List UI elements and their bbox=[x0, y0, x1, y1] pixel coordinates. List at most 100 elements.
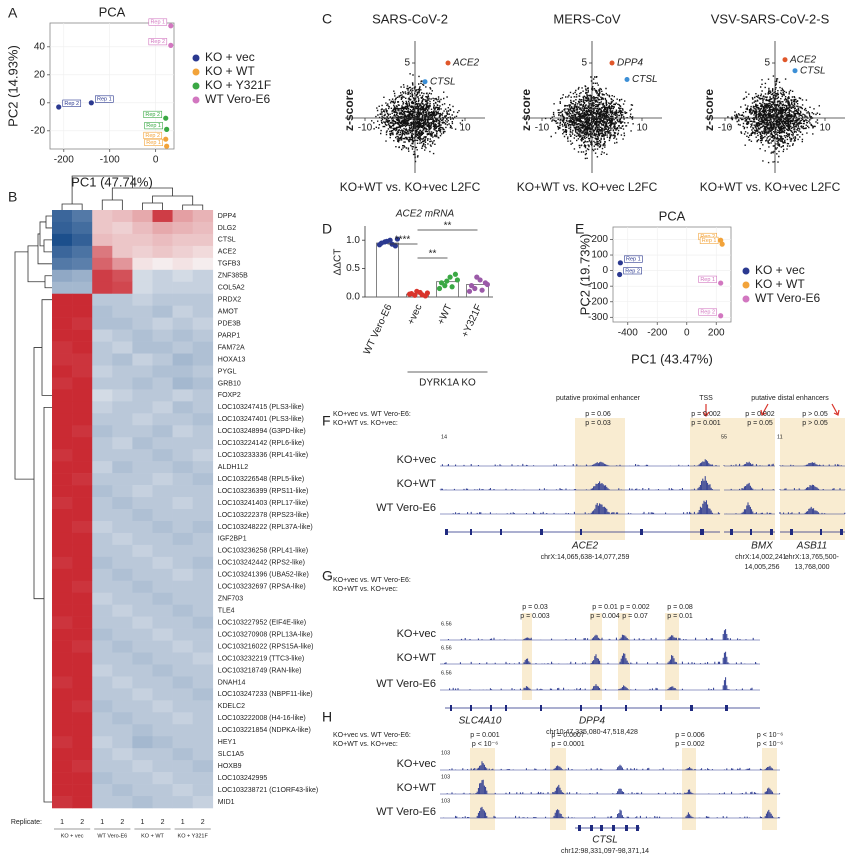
p-value: p = 0.001 bbox=[470, 732, 499, 739]
y-tick-label: -300 bbox=[588, 312, 608, 323]
heatmap-cell bbox=[92, 389, 113, 402]
comparison-label: KO+WT vs. KO+vec: bbox=[333, 586, 398, 593]
heatmap-cell bbox=[172, 748, 193, 761]
heatmap-cell bbox=[112, 568, 133, 582]
heatmap-cell bbox=[132, 652, 153, 665]
gene-label: PDE3B bbox=[218, 320, 241, 327]
heatmap-cell bbox=[132, 281, 153, 295]
legend-marker bbox=[192, 68, 200, 76]
y-tick-label: 5 bbox=[581, 58, 587, 69]
legend-label: KO + vec bbox=[755, 263, 805, 277]
heatmap-cell bbox=[52, 544, 73, 558]
heatmap-cell bbox=[72, 688, 93, 701]
heatmap-cell bbox=[72, 317, 93, 330]
track-scale: 103 bbox=[441, 798, 450, 804]
mean-bar bbox=[376, 242, 399, 298]
heatmap-cell bbox=[172, 353, 193, 366]
heatmap-cell bbox=[192, 760, 214, 773]
exon bbox=[580, 705, 582, 711]
exon bbox=[640, 529, 643, 535]
track-label: WT Vero-E6 bbox=[376, 502, 436, 514]
heatmap-cell bbox=[172, 413, 193, 426]
heatmap-cell bbox=[92, 784, 113, 797]
data-point bbox=[718, 313, 724, 319]
heatmap-cell bbox=[112, 341, 133, 354]
heatmap-cell bbox=[112, 329, 133, 342]
heatmap-cell bbox=[112, 210, 133, 223]
heatmap-cell bbox=[72, 736, 93, 749]
heatmap-cell bbox=[172, 664, 193, 677]
heatmap-cell bbox=[92, 245, 113, 259]
track-scale: 6.56 bbox=[441, 645, 452, 651]
region-annotation: putative distal enhancers bbox=[751, 395, 829, 402]
legend-marker bbox=[192, 96, 200, 104]
heatmap-cell bbox=[152, 341, 173, 354]
replicate-number: 1 bbox=[60, 819, 64, 826]
heatmap-cell bbox=[52, 664, 73, 677]
heatmap-cell bbox=[192, 497, 214, 510]
heatmap-cell bbox=[52, 604, 73, 617]
heatmap-cell bbox=[52, 473, 73, 486]
exon bbox=[590, 825, 593, 831]
heatmap-cell bbox=[132, 389, 153, 402]
exon bbox=[578, 825, 581, 831]
p-value: p = 0.0001 bbox=[551, 741, 584, 748]
track-label: KO+vec bbox=[397, 758, 437, 770]
heatmap-cell bbox=[152, 664, 173, 677]
data-point bbox=[164, 126, 170, 132]
replicate-point bbox=[452, 271, 458, 277]
heatmap-cell bbox=[152, 628, 173, 641]
y-tick-label: 5 bbox=[404, 58, 410, 69]
heatmap-cell bbox=[112, 377, 133, 390]
highlight-region bbox=[682, 748, 696, 830]
legend-label: WT Vero-E6 bbox=[205, 92, 270, 106]
heatmap-cell bbox=[152, 293, 173, 306]
heatmap-cell bbox=[172, 676, 193, 689]
x-tick-label: -10 bbox=[718, 123, 733, 134]
replicate-number: 2 bbox=[201, 819, 205, 826]
point-label: Rep 2 bbox=[145, 112, 160, 118]
replicate-point bbox=[484, 281, 490, 288]
heatmap-cell bbox=[172, 245, 193, 259]
gene-label: LOC103216022 (RPS15A-like) bbox=[218, 643, 314, 650]
dendrogram bbox=[43, 239, 52, 253]
x-tick-label: WT Vero-E6 bbox=[362, 302, 395, 356]
heatmap-cell bbox=[92, 377, 113, 390]
heatmap-cell bbox=[152, 497, 173, 510]
heatmap-cell bbox=[52, 257, 73, 271]
heatmap-cell bbox=[92, 688, 113, 701]
heatmap-cell bbox=[192, 772, 214, 785]
legend-marker bbox=[192, 54, 200, 62]
heatmap-cell bbox=[152, 281, 173, 295]
heatmap-cell bbox=[192, 281, 214, 295]
heatmap-cell bbox=[152, 760, 173, 773]
heatmap-cell bbox=[72, 509, 93, 522]
dendrogram bbox=[41, 299, 52, 396]
group-label: KO + Y321F bbox=[178, 833, 209, 839]
comparison-label: KO+WT vs. KO+vec: bbox=[333, 741, 398, 748]
point-label: Rep 2 bbox=[700, 310, 715, 316]
heatmap-cell bbox=[112, 748, 133, 761]
heatmap-cell bbox=[172, 556, 193, 570]
heatmap-cell bbox=[112, 652, 133, 665]
track-label: WT Vero-E6 bbox=[376, 806, 436, 818]
heatmap-cell bbox=[172, 257, 193, 271]
gene-label: LOC103233336 (RPL41-like) bbox=[218, 452, 308, 459]
replicate-number: 2 bbox=[161, 819, 165, 826]
track-scale: 14 bbox=[441, 434, 447, 440]
heatmap-cell bbox=[52, 676, 73, 689]
gene-label: FAM72A bbox=[218, 344, 245, 351]
gene-label: MID1 bbox=[218, 799, 235, 806]
heatmap-cell bbox=[192, 544, 214, 558]
highlight-point bbox=[445, 60, 451, 66]
y-tick-label: 1.0 bbox=[346, 235, 360, 246]
gene-coords: chrX:14,002,241- bbox=[735, 554, 789, 561]
dendrogram bbox=[182, 204, 204, 210]
x-axis-label: KO+WT vs. KO+vec L2FC bbox=[700, 180, 841, 194]
panel-label: E bbox=[575, 221, 584, 237]
y-axis-label: PC2 (14.93%) bbox=[5, 45, 20, 127]
heatmap-cell bbox=[152, 616, 173, 629]
heatmap-cell bbox=[192, 568, 214, 582]
heatmap-cell bbox=[132, 676, 153, 689]
